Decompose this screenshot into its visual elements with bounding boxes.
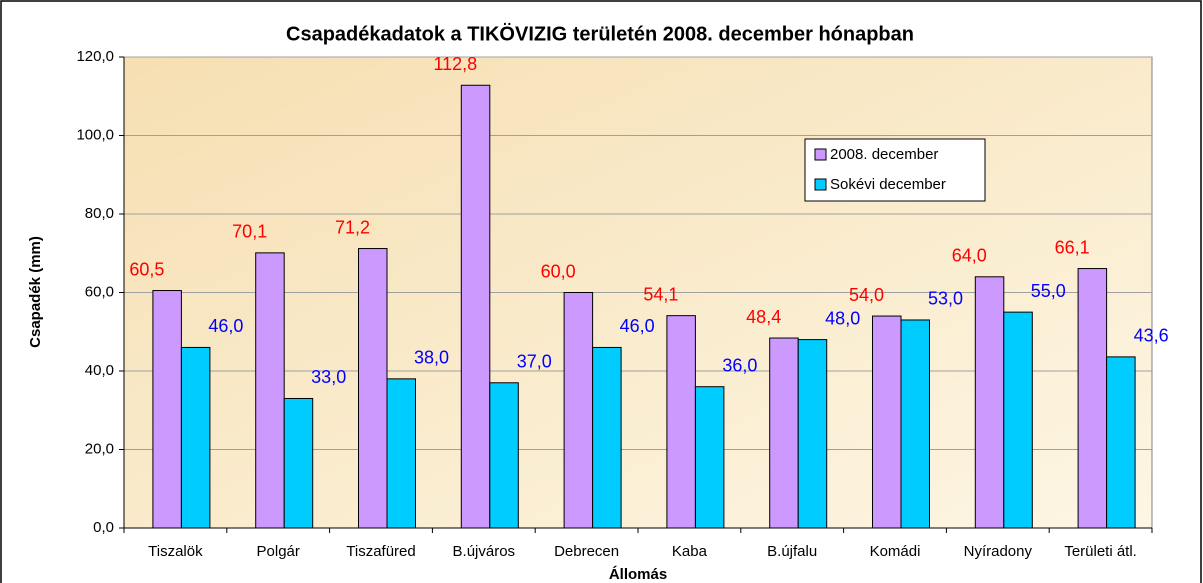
- x-tick-label: Területi átl.: [1064, 543, 1137, 560]
- value-label: 60,5: [129, 259, 164, 279]
- bar: [563, 292, 594, 529]
- bar: [1077, 268, 1108, 529]
- value-label: 33,0: [311, 367, 346, 387]
- legend: 2008. december Sokévi december: [804, 138, 986, 202]
- y-tick-label: 80,0: [85, 205, 114, 222]
- value-label: 112,8: [433, 54, 477, 74]
- bar: [769, 337, 799, 529]
- x-tick-label: B.újváros: [453, 543, 516, 560]
- value-label: 60,0: [541, 261, 576, 281]
- bar: [694, 386, 725, 529]
- legend-label: 2008. december: [830, 146, 938, 163]
- y-tick-label: 100,0: [76, 126, 114, 143]
- bar: [152, 290, 182, 529]
- value-label: 37,0: [517, 352, 552, 372]
- bar: [592, 346, 622, 529]
- legend-swatch: [814, 148, 827, 161]
- value-label: 55,0: [1031, 281, 1066, 301]
- y-axis-label: Csapadék (mm): [27, 236, 44, 348]
- value-label: 64,0: [952, 246, 987, 266]
- bar: [900, 319, 930, 529]
- x-tick-label: Tiszafüred: [346, 543, 415, 560]
- bar: [283, 397, 314, 529]
- legend-label: Sokévi december: [830, 176, 946, 193]
- y-tick-label: 120,0: [76, 48, 114, 65]
- y-tick-label: 20,0: [85, 440, 114, 457]
- x-axis-label: Állomás: [609, 566, 667, 583]
- x-tick-label: B.újfalu: [767, 543, 817, 560]
- x-tick-label: Polgár: [257, 543, 300, 560]
- x-tick-label: Debrecen: [554, 543, 619, 560]
- value-label: 43,6: [1134, 326, 1169, 346]
- x-tick-label: Tiszalök: [148, 543, 203, 560]
- bar: [1003, 311, 1033, 529]
- bar: [666, 315, 696, 529]
- value-label: 66,1: [1055, 237, 1090, 257]
- value-label: 71,2: [335, 217, 370, 237]
- bar: [872, 315, 902, 529]
- bar: [358, 248, 388, 529]
- value-label: 48,4: [746, 307, 781, 327]
- value-label: 54,0: [849, 285, 884, 305]
- x-tick-label: Kaba: [672, 543, 708, 560]
- y-tick-label: 0,0: [93, 519, 114, 536]
- plot: 0,0 20,0 40,0 60,0 80,0 100,0 120,0 Tiszalök 60,…: [76, 48, 1168, 560]
- bar: [386, 378, 416, 529]
- value-label: 38,0: [414, 348, 449, 368]
- bar: [1106, 356, 1136, 529]
- value-label: 53,0: [928, 289, 963, 309]
- x-tick-label: Komádi: [870, 543, 921, 560]
- value-label: 36,0: [722, 355, 757, 375]
- bar: [974, 276, 1005, 529]
- bar: [180, 346, 211, 529]
- value-label: 48,0: [825, 308, 860, 328]
- bar: [489, 382, 519, 529]
- chart-title: Csapadékadatok a TIKÖVIZIG területén 200…: [286, 22, 914, 45]
- value-label: 46,0: [620, 316, 655, 336]
- value-label: 54,1: [643, 284, 678, 304]
- y-tick-label: 60,0: [85, 283, 114, 300]
- legend-box: [804, 138, 986, 202]
- y-tick-label: 40,0: [85, 362, 114, 379]
- bar: [255, 252, 285, 529]
- bar: [797, 339, 828, 529]
- value-label: 70,1: [232, 222, 267, 242]
- legend-swatch: [814, 178, 827, 191]
- bar: [460, 84, 491, 529]
- x-tick-label: Nyíradony: [964, 543, 1033, 560]
- value-label: 46,0: [208, 316, 243, 336]
